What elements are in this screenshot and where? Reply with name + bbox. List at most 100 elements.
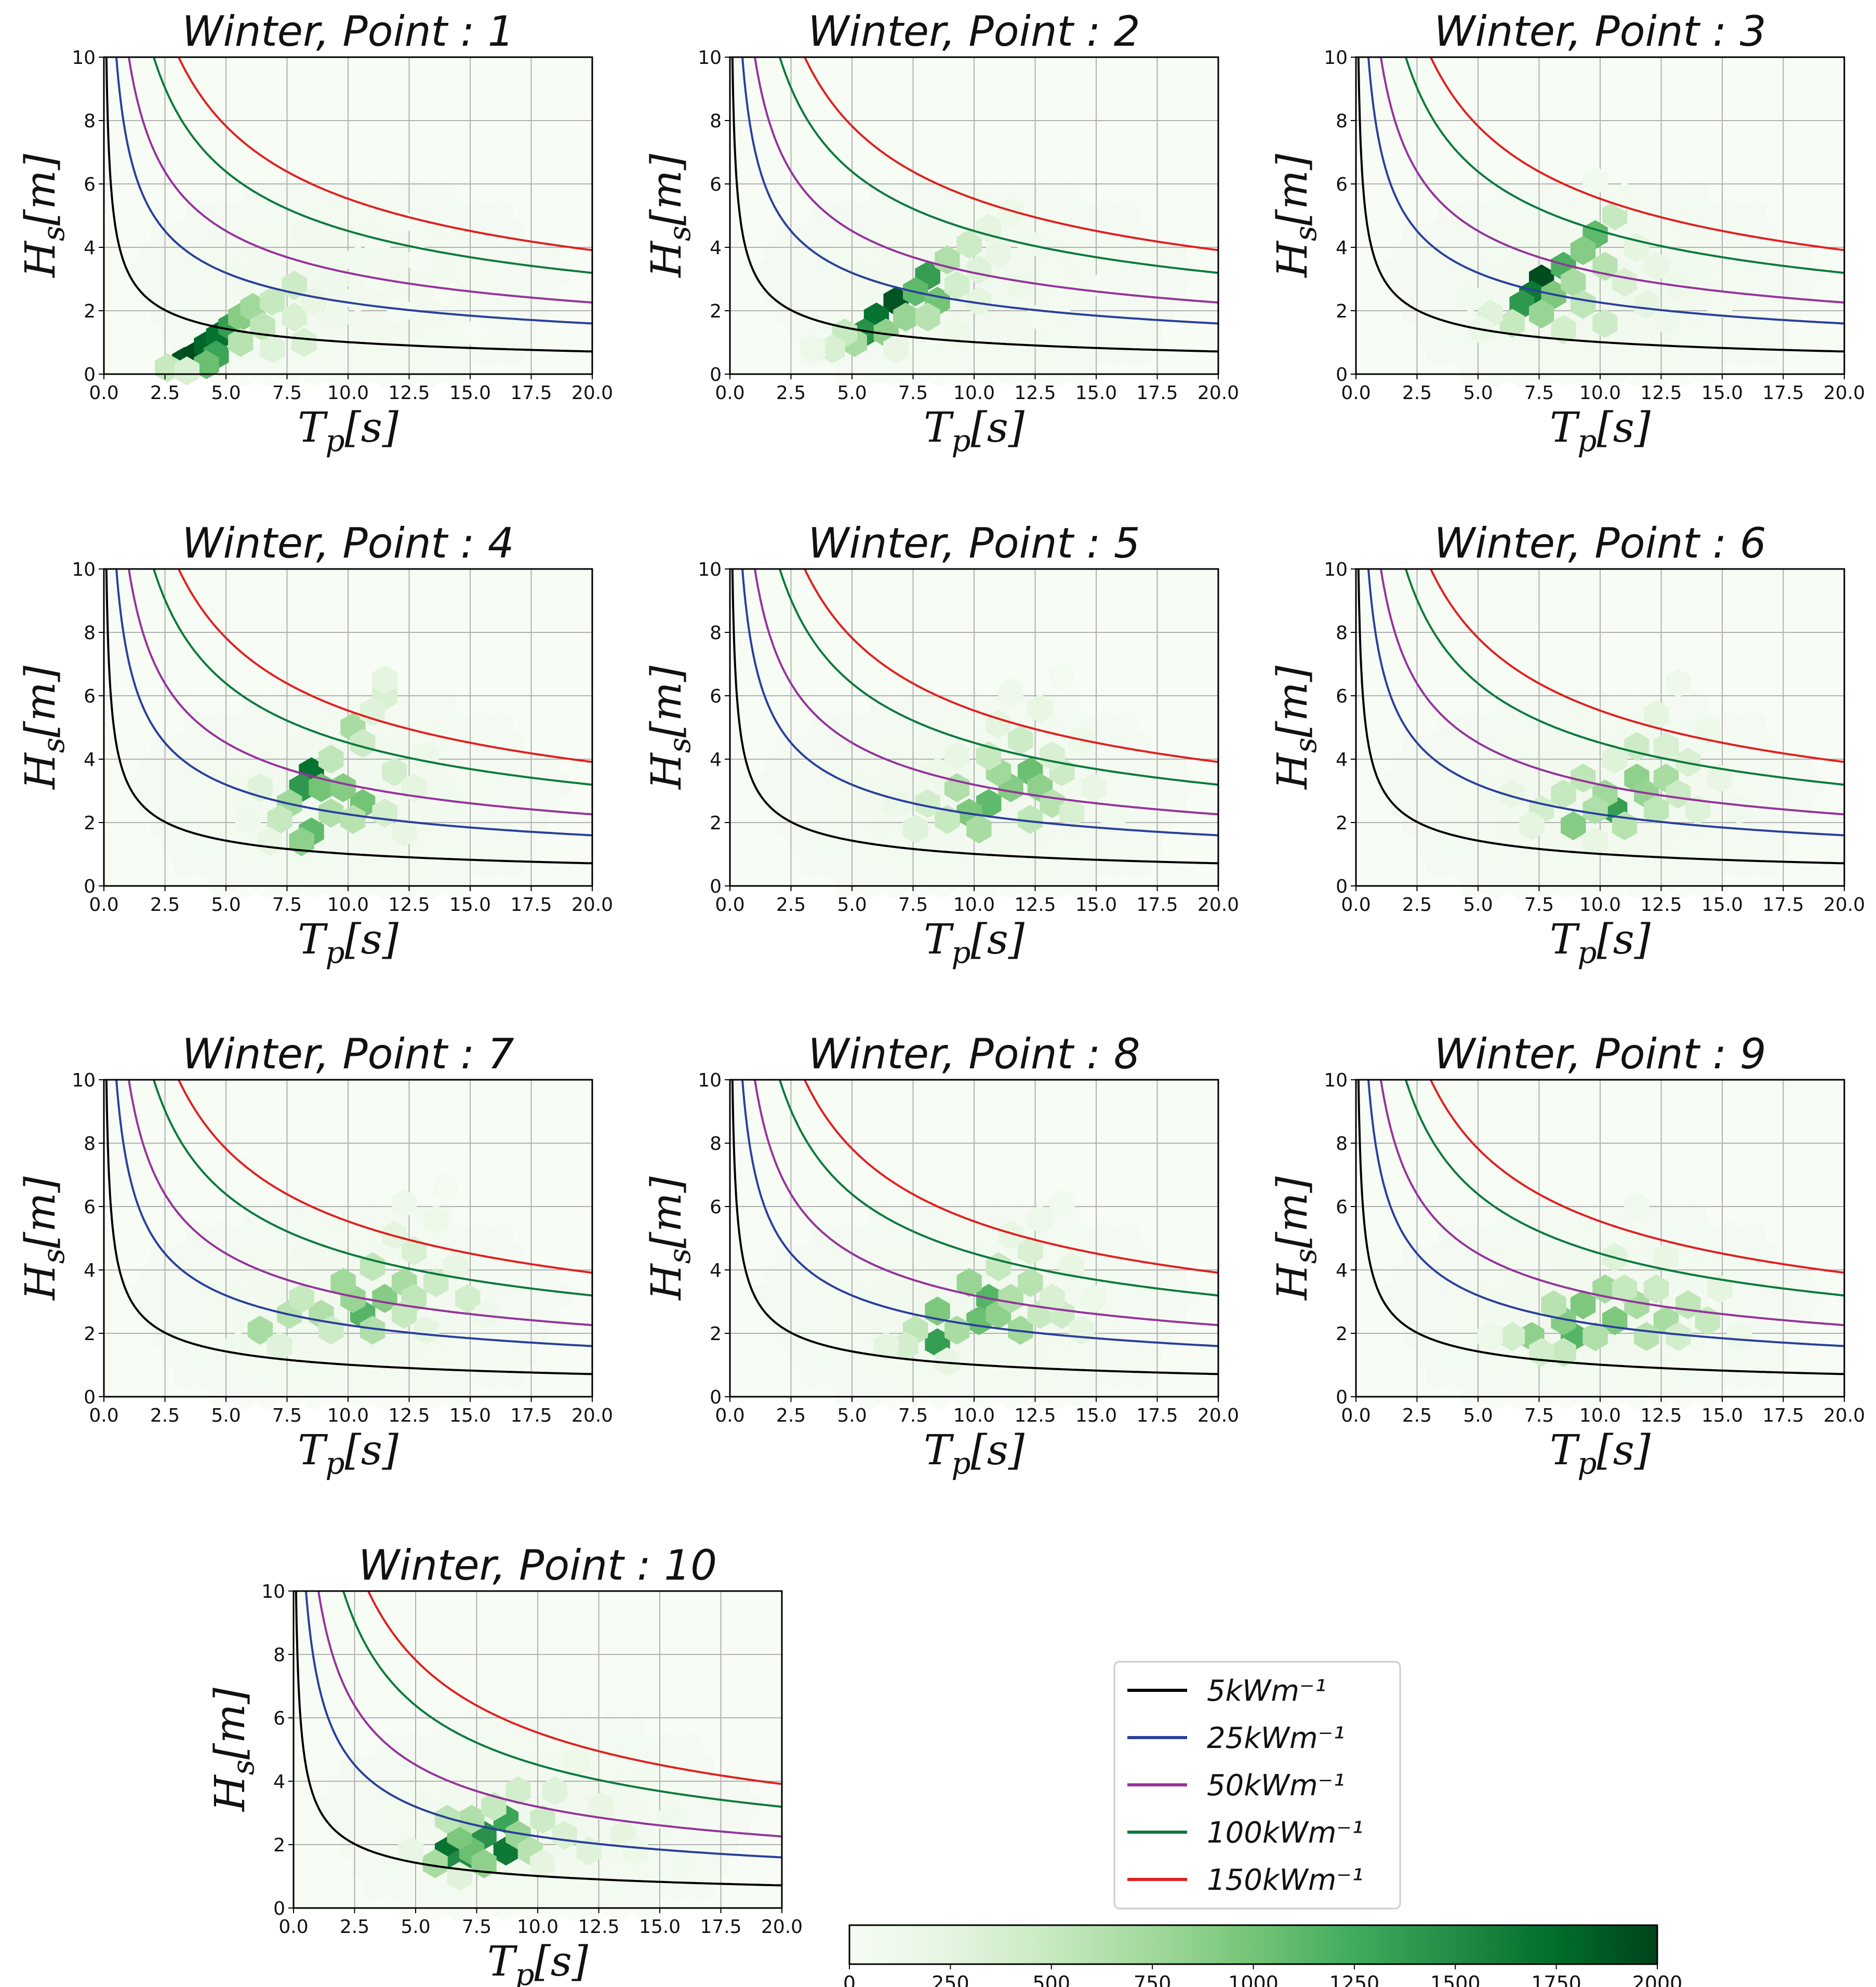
y-tick-label: 6 bbox=[84, 686, 96, 707]
background-hex-cell bbox=[162, 280, 186, 307]
background-hex-cell bbox=[1093, 832, 1116, 859]
hexbin-cell bbox=[360, 697, 385, 726]
y-tick-label: 6 bbox=[84, 174, 96, 195]
background-hex-cell bbox=[1116, 1343, 1140, 1370]
background-hex-cell bbox=[1174, 259, 1198, 286]
x-tick-label: 0.0 bbox=[89, 894, 118, 916]
background-hex-cell bbox=[1508, 239, 1532, 266]
background-hex-cell bbox=[691, 1793, 715, 1820]
background-hex-cell bbox=[361, 852, 385, 879]
background-hex-cell bbox=[586, 1813, 609, 1840]
background-hex-cell bbox=[870, 731, 894, 758]
hexbin-cell bbox=[1582, 827, 1608, 856]
hexbin-cell bbox=[800, 334, 826, 364]
y-tick-label: 8 bbox=[1336, 622, 1348, 644]
background-hex-cell bbox=[1081, 219, 1105, 246]
background-hex-cell bbox=[1391, 1302, 1415, 1329]
background-hex-cell bbox=[1578, 198, 1602, 226]
x-tick-label: 15.0 bbox=[449, 382, 491, 404]
background-hex-cell bbox=[338, 178, 362, 205]
contour-5kw bbox=[105, 568, 593, 865]
hexbin-cell bbox=[1685, 255, 1711, 284]
hexbin-cell bbox=[1570, 763, 1596, 793]
background-hex-cell bbox=[398, 1773, 422, 1800]
y-axis-label: Hs[m] bbox=[16, 153, 71, 279]
background-hex-cell bbox=[314, 852, 338, 879]
background-hex-cell bbox=[1636, 1363, 1660, 1390]
hexbin-cell bbox=[1707, 289, 1733, 319]
background-hex-cell bbox=[478, 259, 502, 286]
hexbin-cell bbox=[330, 773, 356, 802]
contour-5kw bbox=[731, 568, 1219, 865]
background-hex-cell bbox=[1116, 1302, 1140, 1329]
background-hex-cell bbox=[917, 690, 941, 717]
subplot-title: Winter, Point : 2 bbox=[808, 7, 1140, 56]
y-tick-label: 4 bbox=[710, 1260, 722, 1281]
background-hex-cell bbox=[291, 219, 315, 246]
hexbin-cell bbox=[1634, 289, 1659, 319]
background-hex-cell bbox=[894, 1363, 917, 1390]
background-hex-cell bbox=[490, 320, 514, 347]
hexbin-cell bbox=[1499, 309, 1525, 338]
background-hex-cell bbox=[1671, 710, 1695, 737]
background-hex-cell bbox=[139, 751, 163, 778]
background-hex-cell bbox=[504, 1874, 528, 1901]
background-hex-cell bbox=[835, 239, 859, 266]
background-hex-cell bbox=[1613, 1363, 1637, 1390]
background-hex-cell bbox=[127, 1282, 151, 1309]
background-hex-cell bbox=[1508, 751, 1532, 778]
background-hex-cell bbox=[835, 751, 859, 778]
colorbar-tick-label: 1000 bbox=[1228, 1972, 1279, 1987]
background-hex-cell bbox=[999, 320, 1022, 347]
background-hex-cell bbox=[268, 1241, 291, 1268]
background-hex-cell bbox=[174, 771, 198, 798]
background-hex-cell bbox=[811, 280, 835, 307]
background-hex-cell bbox=[396, 1343, 420, 1370]
hexbin-cell bbox=[915, 789, 940, 818]
background-hex-cell bbox=[478, 1322, 502, 1349]
hexbin-cell bbox=[1040, 1283, 1065, 1313]
background-hex-cell bbox=[952, 1221, 976, 1248]
hexbin-cell bbox=[474, 1300, 500, 1329]
background-hex-cell bbox=[1116, 280, 1140, 307]
background-hex-cell bbox=[478, 219, 502, 246]
background-hex-cell bbox=[905, 198, 929, 226]
background-hex-cell bbox=[151, 812, 175, 839]
background-hex-cell bbox=[1520, 340, 1544, 367]
x-tick-label: 15.0 bbox=[1075, 382, 1117, 404]
x-axis-label: Tp[s] bbox=[924, 915, 1025, 970]
background-hex-cell bbox=[882, 710, 906, 737]
x-tick-label: 10.0 bbox=[1579, 382, 1621, 404]
background-hex-cell bbox=[894, 1201, 917, 1228]
background-hex-cell bbox=[467, 710, 490, 737]
hexbin-cell bbox=[998, 678, 1023, 707]
background-hex-cell bbox=[232, 832, 256, 859]
contour-50kw bbox=[754, 568, 1219, 816]
background-hex-cell bbox=[823, 1241, 847, 1268]
background-hex-cell bbox=[1045, 710, 1069, 737]
x-tick-label: 20.0 bbox=[571, 382, 613, 404]
hexbin-cell bbox=[433, 1173, 459, 1202]
background-hex-cell bbox=[847, 1322, 871, 1349]
background-hex-cell bbox=[1045, 1221, 1069, 1248]
hexbin-cell bbox=[1081, 1283, 1107, 1313]
background-hex-cell bbox=[1391, 791, 1415, 818]
background-hex-cell bbox=[858, 198, 882, 226]
background-hex-cell bbox=[478, 812, 502, 839]
x-tick-label: 0.0 bbox=[278, 1916, 308, 1938]
background-hex-cell bbox=[823, 771, 847, 798]
background-hex-cell bbox=[431, 690, 455, 717]
background-hex-cell bbox=[1671, 1262, 1695, 1289]
power-contours bbox=[105, 57, 593, 353]
y-tick-label: 2 bbox=[1336, 301, 1348, 322]
y-tick-label: 0 bbox=[84, 364, 96, 386]
background-hex-cell bbox=[1438, 280, 1461, 307]
background-hex-cell bbox=[609, 1854, 633, 1881]
background-hex-cell bbox=[443, 710, 467, 737]
background-hex-cell bbox=[398, 1813, 422, 1840]
background-hex-cell bbox=[478, 1241, 502, 1268]
hexbin-cell bbox=[998, 1283, 1023, 1313]
background-hex-cell bbox=[777, 1241, 801, 1268]
x-axis-label: Tp[s] bbox=[298, 403, 399, 458]
background-hex-cell bbox=[1022, 832, 1046, 859]
